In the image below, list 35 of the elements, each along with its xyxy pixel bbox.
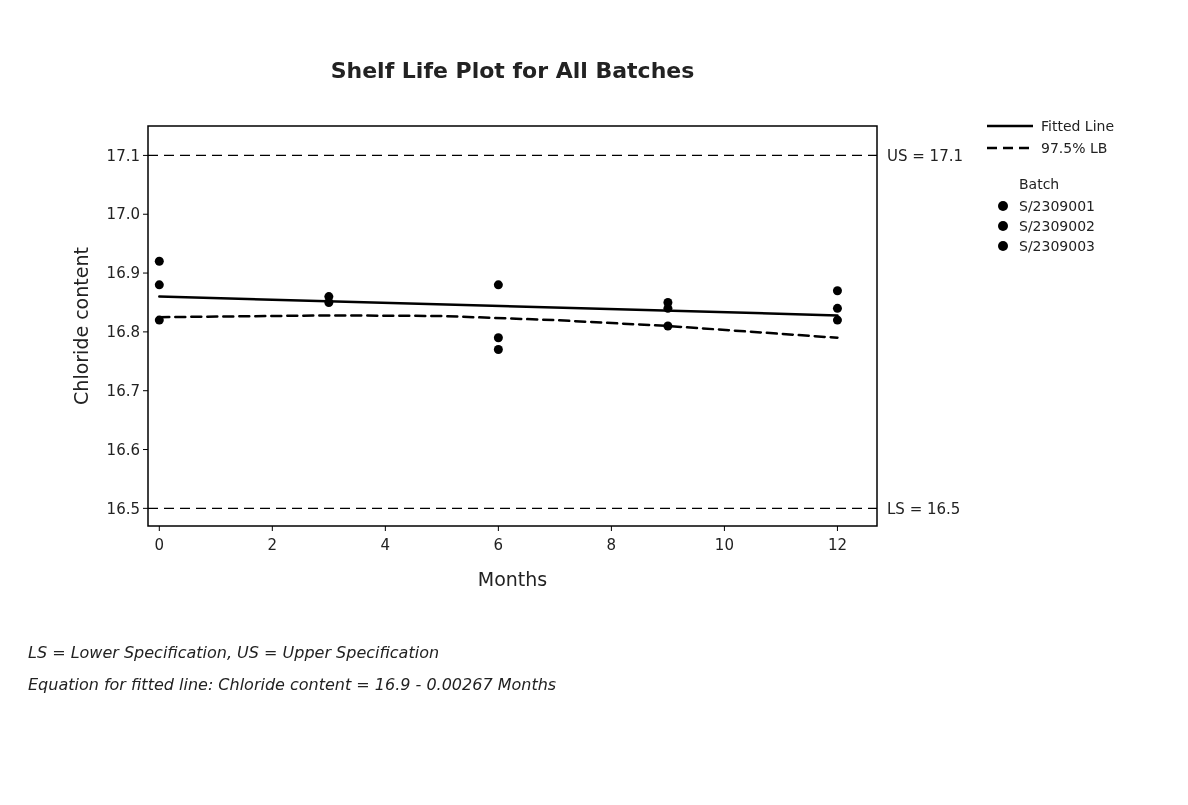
y-tick-label: 16.9 [106,264,140,283]
legend-label: S/2309001 [1019,197,1095,214]
point [832,303,842,313]
y-axis-title: Chloride content [70,247,92,405]
point [832,315,842,325]
x-tick-label: 12 [827,536,847,554]
y-tick-label: 17.0 [106,205,140,224]
x-tick-label: 10 [714,536,734,554]
x-tick-label: 2 [267,536,278,554]
ref-line-label: LS = 16.5 [887,499,961,518]
x-tick-label: 4 [380,536,391,554]
x-axis-title: Months [477,568,548,590]
y-tick-label: 16.7 [106,381,140,400]
legend-label: Fitted Line [1041,117,1115,134]
point [154,256,164,266]
chart-title: Shelf Life Plot for All Batches [330,58,695,83]
x-tick-label: 6 [493,536,504,554]
legend-label: S/2309002 [1019,217,1095,234]
legend-label: S/2309003 [1019,237,1095,254]
point [154,280,164,290]
y-tick-label: 17.1 [106,146,140,165]
y-tick-label: 16.5 [106,499,140,518]
point [832,286,842,296]
ref-line-label: US = 17.1 [887,146,964,165]
y-tick-label: 16.8 [106,323,140,342]
legend-label: 97.5% LB [1041,139,1108,156]
text: LS = Lower Specification, US = Upper Specification [28,643,440,662]
text: Equation for fitted line: Chloride content = 16.9 - 0.00267 Months [28,675,557,694]
x-tick-label: 0 [154,536,165,554]
point [493,345,503,355]
x-tick-label: 8 [606,536,617,554]
legend-title: Batch [1019,175,1060,192]
point [493,333,503,343]
point [493,280,503,290]
y-tick-label: 16.6 [106,440,140,459]
